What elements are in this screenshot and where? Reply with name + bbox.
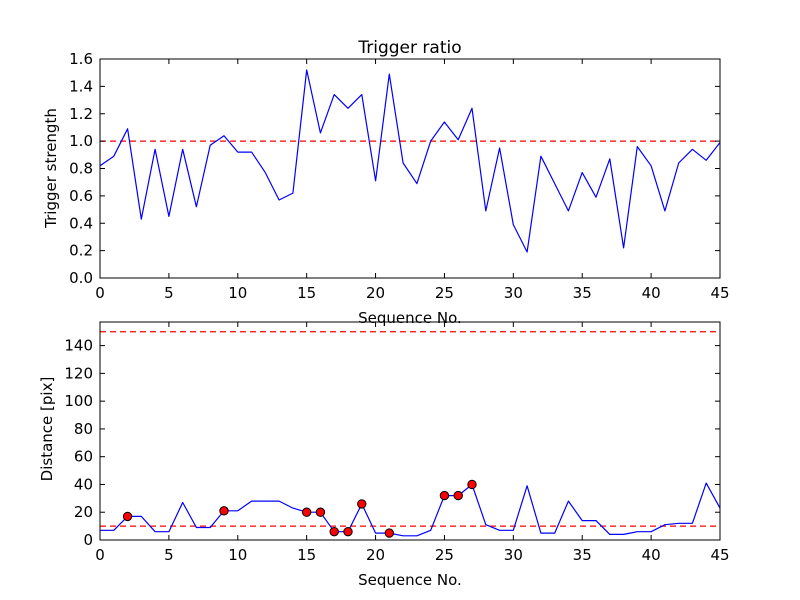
x-tick-label: 30	[504, 546, 523, 564]
x-axis-label: Sequence No.	[358, 309, 462, 327]
data-point-marker	[453, 490, 463, 501]
y-tick-label: 0.0	[69, 269, 93, 287]
data-point-marker	[122, 511, 133, 522]
data-point-marker	[384, 528, 395, 538]
y-tick-label: 1.4	[69, 77, 93, 95]
y-tick-label: 140	[64, 337, 93, 355]
x-tick-label: 0	[95, 546, 105, 564]
data-point-marker	[219, 506, 229, 516]
data-point-marker	[315, 507, 326, 517]
chart-title: Trigger ratio	[357, 38, 461, 58]
y-tick-label: 0.2	[69, 242, 93, 260]
trigger-ratio-plot-area	[99, 69, 721, 253]
x-tick-label: 25	[435, 546, 454, 564]
y-tick-label: 80	[74, 420, 93, 438]
y-axis-label: Distance [pix]	[38, 377, 56, 482]
distance-panel: 0 5 10 15 20 25 30 35 40 45 0 20 40 60 80 100 120 140 Seq…	[38, 321, 730, 589]
x-tick-label: 45	[710, 284, 729, 302]
x-tick-label: 35	[573, 546, 592, 564]
y-tick-label: 0.4	[69, 214, 93, 232]
data-point-marker	[439, 490, 450, 501]
x-tick-label: 40	[642, 284, 661, 302]
y-tick-label: 40	[74, 475, 93, 493]
x-tick-label: 10	[228, 284, 247, 302]
data-point-marker	[343, 526, 353, 537]
y-tick-label: 20	[74, 503, 93, 521]
x-tick-label: 10	[228, 546, 247, 564]
x-tick-label: 20	[366, 284, 385, 302]
x-tick-label: 5	[164, 546, 174, 564]
distance-plot-area	[100, 331, 721, 538]
x-tick-label: 20	[366, 546, 385, 564]
y-tick-label: 120	[64, 364, 93, 382]
y-tick-label: 0.6	[69, 187, 93, 205]
x-axis-label: Sequence No.	[358, 571, 462, 589]
distance-axes-frame	[99, 321, 721, 541]
data-series-line	[99, 69, 721, 253]
y-tick-label: 1.6	[69, 50, 93, 68]
y-tick-label: 1.2	[69, 105, 93, 123]
trigger-ratio-ticks: 0 5 10 15 20 25 30 35 40 45 0.0 0.2 0.4 0.6 0.8 1.0 1.2 1…	[69, 50, 729, 302]
x-tick-label: 40	[642, 546, 661, 564]
data-point-marker	[357, 499, 367, 509]
x-tick-label: 0	[95, 284, 105, 302]
data-point-marker	[467, 479, 477, 490]
data-point-marker	[301, 507, 312, 517]
distance-ticks: 0 5 10 15 20 25 30 35 40 45 0 20 40 60 80 100 120 140	[64, 322, 730, 564]
y-tick-label: 1.0	[69, 132, 93, 150]
x-tick-label: 35	[573, 284, 592, 302]
x-tick-label: 15	[297, 284, 316, 302]
y-tick-label: 100	[64, 392, 93, 410]
data-point-marker	[329, 526, 339, 537]
trigger-ratio-panel: Trigger ratio 0 5 10 15 20 25 30 35 40 45 0.0 0.2 0.…	[42, 38, 730, 327]
x-tick-label: 5	[164, 284, 174, 302]
x-tick-label: 25	[435, 284, 454, 302]
x-tick-label: 15	[297, 546, 316, 564]
y-tick-label: 60	[74, 448, 93, 466]
y-tick-label: 0.8	[69, 160, 93, 178]
data-series-line	[100, 482, 721, 537]
y-axis-label: Trigger strength	[42, 108, 60, 229]
x-tick-label: 30	[504, 284, 523, 302]
y-tick-label: 0	[83, 531, 93, 549]
x-tick-label: 45	[710, 546, 729, 564]
